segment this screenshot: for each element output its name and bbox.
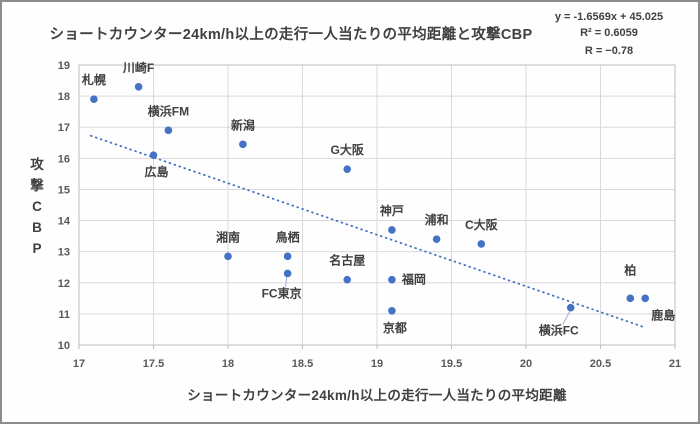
data-point-label: 神戸 [380,203,404,218]
y-tick-label: 18 [58,91,70,103]
y-axis-title-char: P [32,241,42,256]
data-point-label: 札幌 [81,72,106,87]
y-tick-label: 15 [58,184,70,196]
data-point-神戸 [388,226,396,234]
data-point-柏 [626,294,635,303]
data-point-新潟 [239,140,247,149]
trendline [90,134,644,328]
data-point-鹿島 [641,294,649,303]
regression-equation: y = -1.6569x + 45.025 [554,11,664,23]
label-leader-line [562,311,571,325]
x-axis-title: ショートカウンター24km/h以上の走行一人当たりの平均距離 [187,388,567,403]
x-tick-label: 18.5 [292,358,313,370]
y-axis-title-char: B [32,220,42,235]
label-leader-line [285,277,288,288]
data-point-label: 鹿島 [651,307,675,322]
data-point-label: 柏 [624,262,636,277]
y-axis-title-char: C [32,199,42,214]
y-axis-title-char: 撃 [30,178,44,193]
data-point-label: 鳥栖 [276,229,300,244]
y-tick-label: 19 [58,60,70,72]
y-tick-label: 13 [58,247,70,259]
data-point-label: 横浜FC [539,323,579,338]
y-axis-title-char: 攻 [30,157,44,172]
regression-stats: y = -1.6569x + 45.025 R² = 0.6059 R = −0… [528,9,690,59]
x-tick-label: 21 [669,358,681,370]
data-point-G大阪 [343,165,352,174]
x-tick-label: 19 [371,358,383,370]
data-point-湘南 [224,252,232,261]
data-point-label: 川崎F [122,60,154,75]
data-point-label: 広島 [144,164,168,179]
data-point-広島 [149,151,158,160]
data-point-C大阪 [477,240,486,248]
y-tick-label: 11 [58,309,70,321]
data-point-label: 湘南 [216,229,240,244]
data-point-label: 新潟 [231,117,255,132]
data-point-名古屋 [343,275,352,284]
x-tick-label: 17 [73,358,85,370]
regression-r: R = −0.78 [584,45,634,57]
chart-title: ショートカウンター24km/h以上の走行一人当たりの平均距離と攻撃CBP [49,27,533,43]
data-point-label: 浦和 [425,212,449,227]
data-point-label: 横浜FM [148,103,189,118]
regression-r-squared: R² = 0.6059 [580,27,638,39]
data-point-FC東京 [283,269,292,278]
data-point-福岡 [388,275,396,284]
data-point-札幌 [90,95,98,104]
x-tick-label: 20 [520,358,532,370]
data-point-label: G大阪 [331,142,365,157]
data-point-京都 [388,306,396,315]
x-tick-label: 19.5 [441,358,462,370]
x-tick-label: 20.5 [590,358,611,370]
y-tick-label: 17 [58,122,70,134]
data-point-label: 福岡 [401,272,426,287]
plot-border [78,64,676,346]
x-tick-label: 17.5 [143,358,164,370]
data-point-label: C大阪 [465,217,499,232]
data-point-label: 京都 [383,320,407,335]
data-point-川崎F [134,82,143,91]
data-point-横浜FC [566,303,575,312]
y-tick-label: 16 [58,153,70,165]
data-point-横浜FM [164,126,173,135]
y-tick-label: 14 [58,216,71,228]
x-tick-label: 18 [222,358,234,370]
data-point-label: FC東京 [262,285,302,300]
data-point-label: 名古屋 [329,253,365,268]
y-tick-label: 12 [58,278,70,290]
data-point-鳥栖 [283,252,292,261]
data-point-浦和 [432,235,441,244]
y-tick-label: 10 [58,340,70,352]
